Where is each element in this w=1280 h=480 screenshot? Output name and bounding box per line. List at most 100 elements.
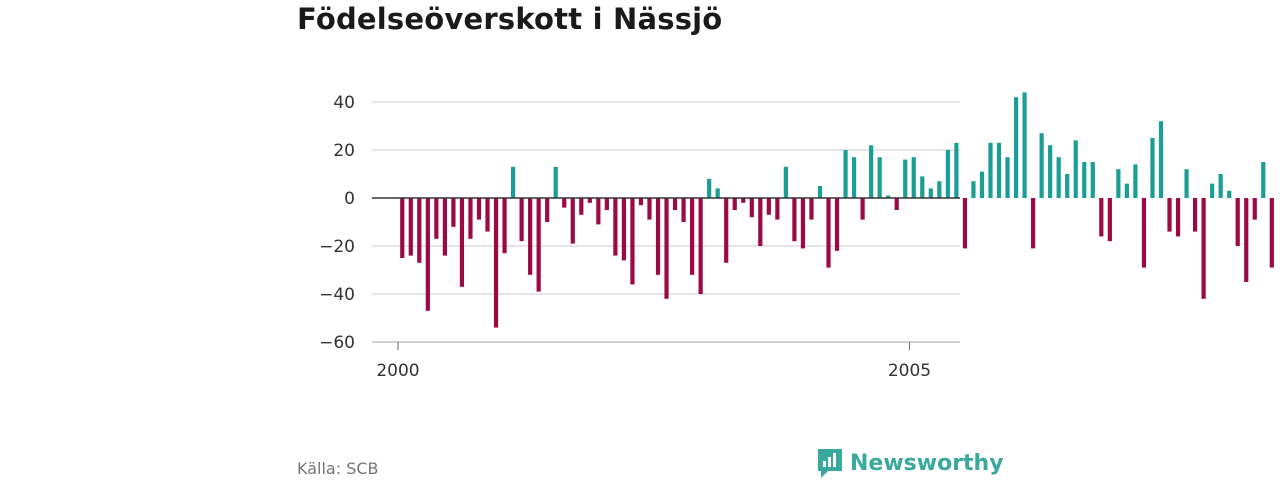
bar (996, 142, 1002, 198)
bars (372, 92, 1274, 328)
bar (485, 198, 490, 232)
bar (681, 198, 686, 222)
bar (1039, 133, 1044, 198)
bar (1031, 198, 1036, 249)
bar (1201, 198, 1206, 299)
bar (408, 198, 413, 256)
bar (826, 198, 831, 268)
bar (1022, 92, 1027, 198)
bar (1167, 198, 1172, 232)
bar (647, 198, 652, 220)
bar (715, 188, 720, 198)
bar (510, 166, 516, 198)
bar (928, 188, 933, 198)
bar (971, 181, 976, 198)
bar (732, 198, 737, 210)
bar (962, 198, 968, 249)
bar (434, 198, 439, 239)
bar (425, 198, 430, 311)
bar (724, 198, 729, 263)
bar (792, 198, 797, 242)
bar (1133, 164, 1138, 198)
bar (1244, 198, 1249, 282)
bar (630, 198, 635, 285)
bar (860, 198, 865, 220)
bar (1099, 198, 1104, 237)
bar (954, 142, 959, 198)
bar (1261, 162, 1266, 198)
y-tick-label: −60 (319, 333, 355, 353)
bar (664, 198, 669, 299)
bar (1056, 157, 1061, 198)
bar (1235, 198, 1240, 246)
bar (587, 198, 592, 203)
bar (672, 198, 678, 210)
bar (528, 198, 533, 275)
bar (843, 150, 848, 198)
bar (545, 198, 550, 222)
bar (698, 198, 703, 294)
brand-name: Newsworthy (850, 450, 1004, 476)
bar (749, 198, 754, 218)
y-tick-label: 40 (333, 93, 355, 113)
bar (877, 157, 882, 198)
bar (493, 198, 499, 328)
bar (519, 198, 524, 242)
brand-logo[interactable]: Newsworthy (816, 447, 1004, 479)
bar (502, 198, 507, 254)
bar (937, 181, 942, 198)
bar (596, 198, 601, 225)
source-label: Källa: SCB (297, 459, 379, 478)
bar (707, 178, 712, 198)
bar (911, 157, 916, 198)
bar (451, 198, 456, 227)
y-tick-label: 20 (333, 141, 355, 161)
bar (1252, 198, 1257, 220)
bar (1048, 145, 1053, 198)
bar (417, 198, 422, 263)
bar (1065, 174, 1070, 198)
bar (442, 198, 447, 256)
bar (783, 166, 788, 198)
bar (1005, 157, 1010, 198)
bar (920, 176, 925, 198)
bar (758, 198, 763, 246)
bar (1082, 162, 1087, 198)
bar (766, 198, 771, 215)
bar (690, 198, 695, 275)
bar (988, 142, 993, 198)
bar (468, 198, 473, 239)
bar (1175, 198, 1181, 237)
chart-title: Födelseöverskott i Nässjö (297, 2, 723, 36)
bar (775, 198, 780, 220)
bar (1124, 183, 1129, 198)
bar (851, 157, 857, 198)
bar (834, 198, 840, 251)
y-axis: 40 20 0 −20 −40 −60 (319, 93, 355, 353)
bar (809, 198, 814, 220)
bar (570, 198, 575, 244)
bar (655, 198, 661, 275)
bar (894, 198, 899, 210)
bar (1218, 174, 1223, 198)
bar (1269, 198, 1274, 268)
bar (1150, 138, 1155, 198)
bar (1090, 162, 1095, 198)
bar (800, 198, 806, 249)
bar (741, 198, 746, 203)
bar (621, 198, 627, 261)
bar (1227, 190, 1232, 198)
y-tick-label: 0 (344, 189, 355, 209)
bar (945, 150, 950, 198)
bar (1107, 198, 1112, 242)
x-tick-label: 2000 (376, 361, 419, 381)
bar (562, 198, 567, 208)
bar (869, 145, 874, 198)
bar (979, 171, 985, 198)
bar (536, 198, 541, 292)
bar (886, 195, 891, 198)
bar (476, 198, 482, 220)
bar (1116, 169, 1121, 198)
bar (579, 198, 584, 215)
